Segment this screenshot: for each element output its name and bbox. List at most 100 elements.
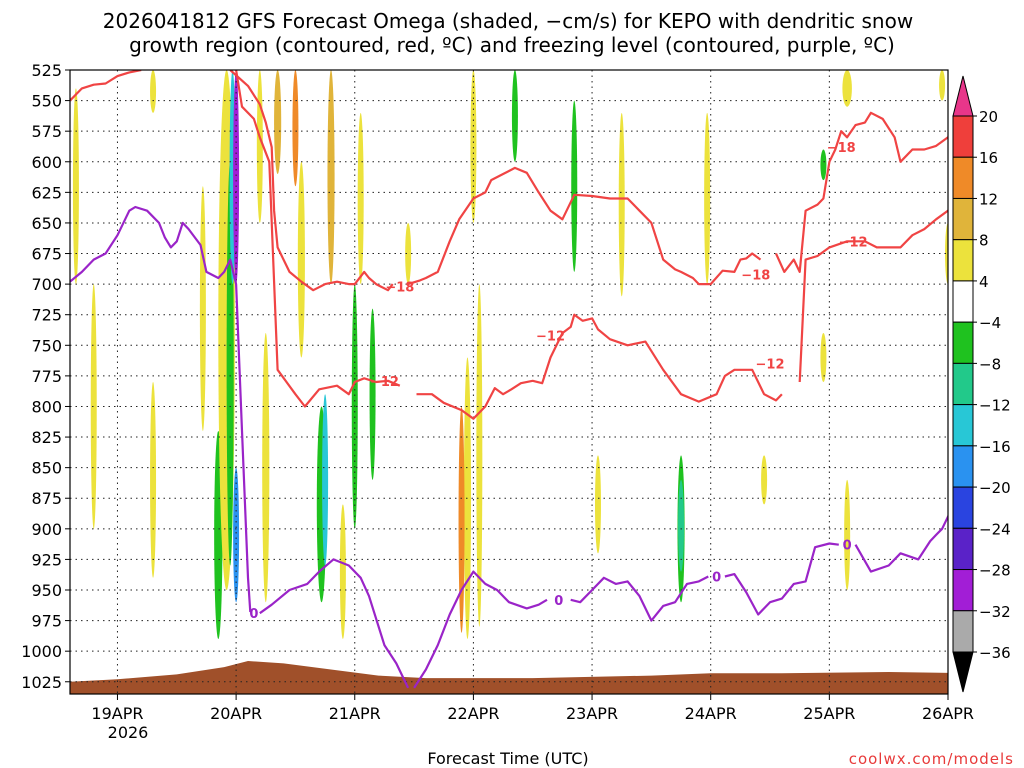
series-0-label-2: −18 [827, 141, 856, 156]
series-2-label-2: 0 [712, 571, 721, 586]
colorbar-top-arrow [952, 75, 974, 117]
omega-blob-33 [678, 479, 685, 572]
colorbar-box-1 [952, 156, 974, 199]
y-tick-label-700: 700 [31, 275, 62, 294]
series-1-label-3: −12 [839, 235, 868, 250]
x-tick-label-22APR: 22APR [447, 704, 499, 723]
omega-blob-1 [90, 284, 97, 529]
colorbar-box-2 [952, 197, 974, 241]
series-0-label-0: −18 [385, 281, 414, 296]
x-tick-label-19APR: 19APR [91, 704, 143, 723]
omega-blob-3 [150, 382, 157, 578]
omega-shading [72, 70, 948, 639]
contour-series: −18 −18 −18 −12 −12 −12 −12 0 0 0 0 [70, 70, 948, 689]
y-axis: 525 550 575 600 625 650 675 700 725 750 775 800 825 8… [21, 61, 70, 692]
series-2-label-1: 0 [554, 594, 563, 609]
colorbar-box-4 [952, 280, 974, 323]
omega-blob-13 [274, 70, 282, 174]
series-1-segment-0 [235, 70, 401, 408]
series-2-segment-5 [854, 514, 948, 573]
credit-text: coolwx.com/models [849, 750, 1014, 768]
y-tick-label-975: 975 [31, 612, 62, 631]
x-tick-label-23APR: 23APR [566, 704, 618, 723]
x-axis: 19APR 20APR 21APR 22APR 23APR 24APR 25APR 26APR [91, 694, 974, 723]
series-0-segment-3 [774, 111, 948, 273]
y-tick-label-725: 725 [31, 306, 62, 325]
omega-blob-28 [511, 70, 518, 162]
y-tick-label-575: 575 [31, 122, 62, 141]
series-2: 0 0 0 0 [70, 205, 948, 689]
omega-blob-23 [405, 222, 412, 285]
colorbar-box-12 [952, 610, 974, 653]
series-2-segment-1 [259, 558, 410, 689]
y-tick-label-850: 850 [31, 459, 62, 478]
omega-blob-10 [233, 467, 240, 603]
colorbar-box-0 [952, 115, 974, 158]
colorbar-label-13: −36 [979, 644, 1011, 662]
omega-blob-31 [618, 112, 625, 297]
colorbar-label-7: −12 [979, 397, 1011, 415]
colorbar-label-4: 4 [979, 273, 989, 291]
omega-blob-18 [327, 70, 335, 285]
series-0-segment-1 [229, 70, 394, 292]
y-tick-label-600: 600 [31, 153, 62, 172]
series-2-segment-0 [70, 205, 252, 613]
colorbar-box-11 [952, 569, 974, 612]
y-tick-label-875: 875 [31, 489, 62, 508]
plot-area: −18 −18 −18 −12 −12 −12 −12 0 0 0 0 [69, 69, 949, 695]
y-tick-label-800: 800 [31, 397, 62, 416]
colorbar-label-8: −16 [979, 438, 1011, 456]
terrain-layer [70, 661, 948, 694]
colorbar-label-1: 16 [979, 149, 998, 167]
series-0-label-1: −18 [741, 268, 770, 283]
omega-blob-26 [476, 284, 483, 627]
colorbar-label-5: −4 [979, 314, 1001, 332]
colorbar-label-3: 8 [979, 232, 989, 250]
colorbar-label-6: −8 [979, 355, 1001, 373]
omega-blob-25 [458, 406, 465, 633]
series-2-label-0: 0 [249, 607, 258, 622]
omega-blob-15 [297, 161, 305, 358]
colorbar-box-10 [952, 527, 974, 571]
omega-blob-37 [820, 333, 827, 382]
series-2-label-3: 0 [843, 539, 852, 554]
omega-blob-0 [72, 88, 79, 285]
colorbar-label-10: −24 [979, 520, 1011, 538]
omega-blob-21 [357, 112, 364, 285]
omega-blob-38 [842, 70, 852, 107]
plot-frame [69, 69, 949, 695]
omega-blob-30 [594, 455, 601, 554]
colorbar: 20 16 12 8 4 −4 −8 −12 −16 −20 −24 −28 −32 −36 [952, 75, 1011, 693]
chart-title-line2: growth region (contoured, red, ºC) and f… [129, 33, 895, 57]
y-tick-label-650: 650 [31, 214, 62, 233]
series-1: −12 −12 −12 −12 [235, 70, 948, 420]
omega-blob-17 [322, 394, 329, 566]
series-1-label-0: −12 [370, 375, 399, 390]
y-tick-label-550: 550 [31, 92, 62, 111]
omega-blob-19 [339, 504, 346, 639]
omega-blob-29 [571, 100, 578, 272]
terrain-polygon [70, 661, 948, 694]
series-2-segment-3 [570, 575, 709, 622]
y-tick-label-825: 825 [31, 428, 62, 447]
series-2-segment-2 [413, 570, 548, 689]
y-tick-label-950: 950 [31, 581, 62, 600]
omega-blob-35 [761, 455, 768, 505]
series-1-segment-2 [798, 208, 948, 383]
x-tick-label-25APR: 25APR [803, 704, 855, 723]
omega-blob-34 [704, 112, 711, 285]
x-tick-label-24APR: 24APR [685, 704, 737, 723]
y-tick-label-1000: 1000 [21, 642, 62, 661]
series-0-segment-2 [407, 166, 762, 286]
omega-blob-2 [150, 70, 157, 113]
x-tick-label-21APR: 21APR [329, 704, 381, 723]
colorbar-box-8 [952, 445, 974, 488]
colorbar-box-3 [952, 239, 974, 282]
series-1-label-2: −12 [756, 358, 785, 373]
series-0-segment-0 [70, 70, 142, 102]
colorbar-label-0: 20 [979, 108, 998, 126]
colorbar-box-6 [952, 362, 974, 406]
x-tick-label-20APR: 20APR [210, 704, 262, 723]
omega-blob-27 [470, 70, 477, 223]
